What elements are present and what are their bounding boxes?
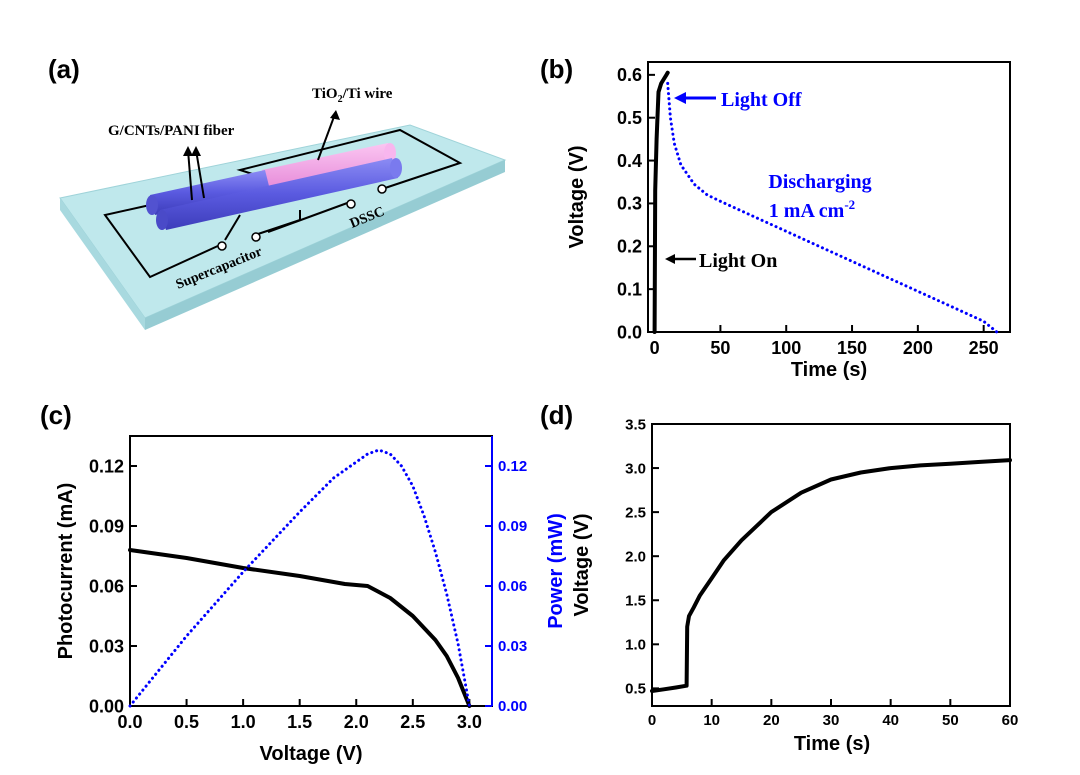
- x-tick-label: 100: [771, 338, 801, 358]
- chart-b: 0 50 100 150 200 250 0.0 0.1 0.2 0.3 0.4 0.5 0.6 Tim…: [566, 61, 1011, 381]
- arrow-head-fiber-1: [183, 146, 193, 156]
- y2-tick-label: 0.00: [498, 698, 527, 715]
- y-tick-label: 0.12: [89, 456, 124, 476]
- x-tick-label: 20: [763, 712, 780, 729]
- x-axis-title-c: Voltage (V): [260, 743, 363, 765]
- y-tick-label: 0.06: [89, 576, 124, 596]
- y2-tick-label: 0.12: [498, 458, 527, 475]
- y-axis-title-b: Voltage (V): [566, 146, 588, 249]
- light-on-label: Light On: [699, 250, 777, 272]
- panel-label-a: (a): [48, 54, 80, 84]
- y2-tick-label: 0.06: [498, 578, 527, 595]
- y2-axis-title-c: Power (mW): [545, 513, 567, 629]
- plot-frame-b: [647, 61, 1011, 333]
- y-tick-label: 2.5: [625, 504, 646, 521]
- circuit-wires: [103, 128, 463, 279]
- x-tick-label: 250: [969, 338, 999, 358]
- x-tick-label: 30: [823, 712, 840, 729]
- chart-c: 0.0 0.5 1.0 1.5 2.0 2.5 3.0 0.00 0.03 0.06 0.09 0.1…: [55, 435, 567, 765]
- tio2-wire-label: TiO2/Ti wire: [312, 86, 393, 105]
- light-off-label: Light Off: [721, 89, 802, 111]
- x-tick-label: 40: [882, 712, 899, 729]
- switch-contact-1: [217, 241, 227, 251]
- x-tick-label: 2.0: [344, 712, 369, 732]
- series-line-0: [652, 70, 670, 334]
- x-tick-label: 200: [903, 338, 933, 358]
- x-tick-label: 2.5: [400, 712, 425, 732]
- x-tick-label: 0.0: [117, 712, 142, 732]
- fiber-front: [156, 158, 402, 230]
- label-pointers: [187, 113, 336, 201]
- substrate-plate: [59, 124, 507, 319]
- y2-tick-label: 0.09: [498, 518, 527, 535]
- x-tick-label: 10: [703, 712, 720, 729]
- y-tick-label: 0.00: [89, 696, 124, 716]
- y-tick-label: 0.1: [617, 279, 642, 299]
- panel-label-c: (c): [40, 400, 72, 430]
- y-tick-label: 0.0: [617, 322, 642, 342]
- y-tick-label: 1.5: [625, 593, 646, 610]
- y-tick-label: 0.2: [617, 237, 642, 257]
- current-density-label: 1 mA cm-2: [769, 197, 855, 222]
- x-axis-title-b: Time (s): [791, 359, 867, 381]
- switch-contact-3: [346, 199, 356, 209]
- arrow-head-tio2: [330, 110, 340, 120]
- plot-frame-d: [651, 423, 1011, 707]
- x-tick-label: 50: [942, 712, 959, 729]
- y-tick-label: 0.03: [89, 636, 124, 656]
- x-tick-label: 3.0: [457, 712, 482, 732]
- y-tick-label: 0.5: [625, 681, 646, 698]
- y-tick-label: 0.3: [617, 194, 642, 214]
- chart-d: 0 10 20 30 40 50 60 0.5 1.0 1.5 2.0 2.5 3.0 3.5 Time …: [571, 416, 1018, 755]
- y2-tick-label: 0.03: [498, 638, 527, 655]
- annotation-light-on: Light On: [665, 250, 777, 272]
- y-tick-label: 0.09: [89, 516, 124, 536]
- series-line-0: [650, 458, 1012, 693]
- series-group-d: [650, 458, 1012, 693]
- y-axis-title-c: Photocurrent (mA): [55, 483, 77, 660]
- y-tick-label: 0.4: [617, 151, 642, 171]
- axis-ticks-d: 0 10 20 30 40 50 60 0.5 1.0 1.5 2.0 2.5 3.0 3.5: [625, 416, 1018, 729]
- x-tick-label: 0: [648, 712, 656, 729]
- series-line-0: [128, 548, 472, 708]
- x-tick-label: 1.0: [231, 712, 256, 732]
- y-tick-label: 3.5: [625, 416, 646, 433]
- switch-contact-2: [251, 232, 261, 242]
- x-tick-label: 150: [837, 338, 867, 358]
- plot-frame-c: [129, 435, 493, 707]
- y-tick-label: 0.6: [617, 65, 642, 85]
- x-tick-label: 50: [710, 338, 730, 358]
- arrow-head-fiber-2: [191, 146, 201, 156]
- y-tick-label: 3.0: [625, 460, 646, 477]
- substrate-edge-left: [60, 198, 145, 330]
- x-tick-label: 60: [1002, 712, 1019, 729]
- switch-contact-4: [377, 184, 387, 194]
- series-line-1: [666, 81, 999, 334]
- substrate-edge-front: [145, 160, 505, 330]
- series-group-c: [128, 448, 472, 708]
- y-tick-label: 0.5: [617, 108, 642, 128]
- series-group-b: [652, 70, 999, 334]
- y-axis-title-d: Voltage (V): [571, 514, 593, 617]
- fiber-back: [146, 170, 270, 215]
- axis-ticks-c: 0.0 0.5 1.0 1.5 2.0 2.5 3.0 0.00 0.03 0.06 0.09 0.1…: [89, 436, 527, 732]
- y-tick-label: 1.0: [625, 637, 646, 654]
- x-tick-label: 0: [650, 338, 660, 358]
- tio2-wire: [262, 143, 396, 190]
- x-tick-label: 1.5: [287, 712, 312, 732]
- x-tick-label: 0.5: [174, 712, 199, 732]
- schematic: TiO2/Ti wire G/CNTs/PANI fiber Supercapa…: [59, 86, 507, 330]
- x-axis-title-d: Time (s): [794, 733, 870, 755]
- y-tick-label: 2.0: [625, 548, 646, 565]
- panel-label-b: (b): [540, 54, 573, 84]
- fiber-label: G/CNTs/PANI fiber: [108, 123, 235, 139]
- axis-ticks-b: 0 50 100 150 200 250 0.0 0.1 0.2 0.3 0.4 0.5 0.6: [617, 65, 999, 358]
- annotation-light-off: Light Off: [674, 89, 802, 111]
- discharging-label: Discharging: [768, 171, 871, 193]
- panel-label-d: (d): [540, 400, 573, 430]
